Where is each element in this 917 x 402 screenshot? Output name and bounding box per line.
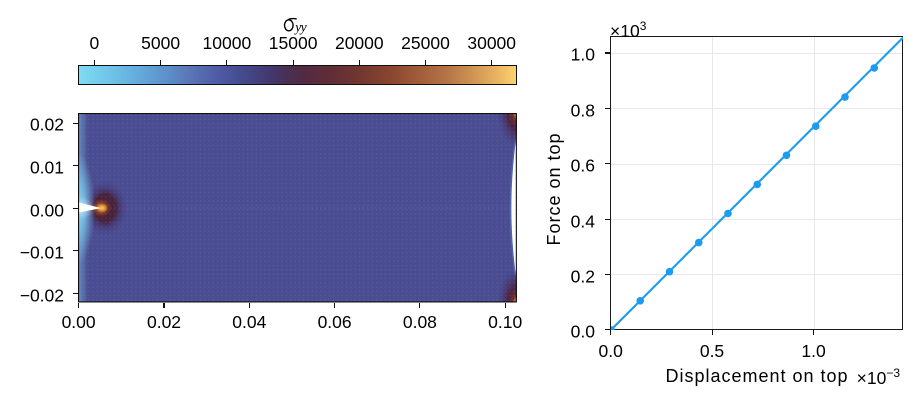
svg-text:yy: yy xyxy=(293,19,306,34)
